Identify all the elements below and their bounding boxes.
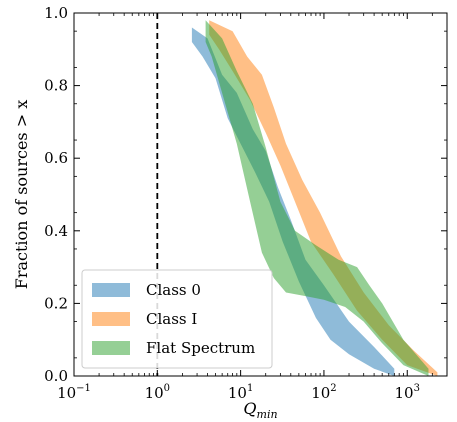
x-axis-ticks: 10−1 100 101 102 103 [57,13,448,402]
band-flat-spectrum [205,20,429,377]
legend-swatch-class-i [92,312,130,326]
legend-label-class-i: Class I [146,310,197,328]
y-tick-label: 0.4 [44,222,68,240]
y-tick-label: 0.6 [44,149,68,167]
x-axis-label: Qmin [243,399,277,421]
y-axis-ticks: 0.0 0.2 0.4 0.6 0.8 1.0 [44,4,447,385]
series-bands [191,20,438,377]
x-tick-label: 103 [395,383,420,402]
legend-label-flat-spectrum: Flat Spectrum [146,339,255,357]
x-axis-label-base: Q [243,399,256,418]
band-class-i [209,20,438,377]
x-tick-label: 10−1 [57,383,91,402]
legend-swatch-flat-spectrum [92,341,130,355]
y-axis-label: Fraction of sources > x [12,100,31,290]
y-tick-label: 1.0 [44,4,68,22]
plot-frame [73,12,448,377]
legend-items: Class 0 Class I Flat Spectrum [92,281,255,357]
legend-label-class-0: Class 0 [146,281,201,299]
y-tick-label: 0.8 [44,77,68,95]
y-tick-label: 0.2 [44,294,68,312]
x-tick-label: 101 [228,383,253,402]
legend: Class 0 Class I Flat Spectrum [81,269,273,369]
x-axis-label-subscript: min [257,408,278,421]
y-tick-label: 0.0 [44,367,68,385]
legend-swatch-class-0 [92,283,130,297]
x-tick-label: 100 [145,383,170,402]
x-tick-label: 102 [311,383,336,402]
